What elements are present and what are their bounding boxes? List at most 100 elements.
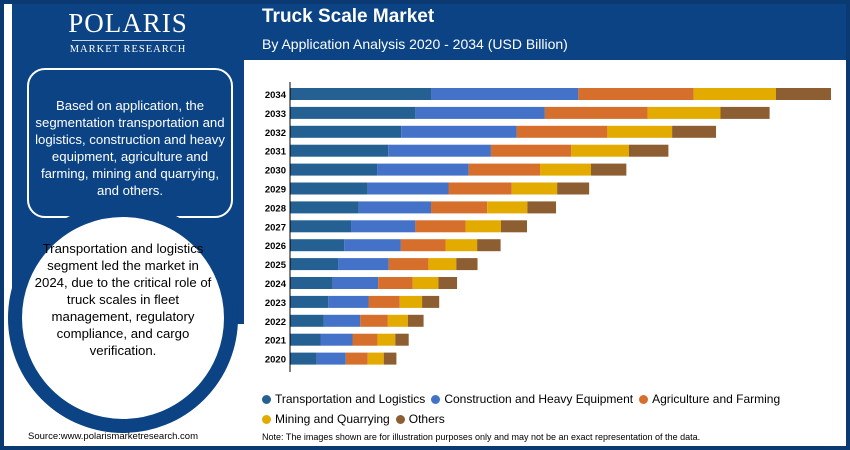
bar-segment-2030-2 [377, 163, 469, 176]
bar-segment-2034-3 [578, 88, 694, 100]
bar-segment-2021-5 [395, 333, 409, 346]
y-tick-label: 2024 [265, 279, 287, 290]
bar-segment-2031-1 [290, 144, 389, 157]
highlight-text: Transportation and logistics segment led… [34, 241, 212, 358]
bar-segment-2022-2 [323, 314, 361, 327]
bar-segment-2020-2 [316, 352, 346, 365]
legend-label: Transportation and Logistics [275, 392, 426, 406]
y-tick-label: 2021 [265, 336, 287, 347]
bar-segment-2034-2 [431, 88, 579, 100]
legend-label: Construction and Heavy Equipment [444, 392, 634, 406]
bar-segment-2029-5 [557, 182, 590, 195]
bar-segment-2026-4 [445, 239, 478, 252]
bar-segment-2023-3 [368, 295, 400, 308]
bar-segment-2026-1 [290, 239, 345, 252]
bar-segment-2022-5 [407, 314, 424, 327]
bar-segment-2021-1 [290, 333, 321, 346]
bar-segment-2033-1 [290, 106, 416, 119]
bar-segment-2023-4 [399, 295, 423, 308]
legend-item: Mining and Quarrying [262, 409, 390, 429]
legend: Transportation and Logistics Construction… [262, 389, 832, 429]
legend-dot-icon [639, 395, 649, 404]
bar-segment-2031-2 [388, 144, 491, 157]
bar-segment-2030-3 [468, 163, 541, 176]
bar-segment-2020-3 [345, 352, 368, 365]
y-tick-label: 2029 [265, 185, 286, 196]
y-tick-label: 2033 [265, 109, 286, 120]
bar-segment-2023-1 [290, 295, 329, 308]
bar-segment-2027-4 [465, 220, 501, 233]
legend-label: Mining and Quarrying [275, 412, 390, 426]
bar-segment-2026-5 [477, 239, 501, 252]
legend-dot-icon [262, 395, 271, 404]
bar-segment-2034-5 [775, 88, 831, 100]
bar-segment-2028-2 [358, 201, 432, 214]
bar-segment-2027-3 [415, 220, 466, 233]
bar-segment-2024-5 [438, 277, 458, 289]
bar-segment-2023-2 [328, 295, 369, 308]
bar-segment-2028-3 [431, 201, 488, 214]
bar-segment-2024-2 [332, 277, 379, 289]
bar-segment-2032-3 [516, 125, 608, 138]
bar-segment-2025-3 [388, 258, 429, 271]
bar-segment-2029-2 [367, 182, 449, 195]
bar-segment-2024-1 [290, 277, 333, 289]
bar-segment-2030-1 [290, 163, 378, 176]
y-tick-label: 2026 [265, 241, 286, 252]
bar-segment-2026-2 [344, 239, 401, 252]
bar-segment-2026-3 [400, 239, 446, 252]
source-text: Source:www.polarismarketresearch.com [28, 431, 199, 442]
bar-segment-2030-5 [591, 163, 627, 176]
logo-divider [72, 40, 184, 41]
bar-segment-2020-1 [290, 352, 317, 365]
y-tick-label: 2022 [265, 317, 286, 328]
y-tick-label: 2032 [265, 128, 286, 139]
legend-dot-icon [431, 395, 441, 404]
chart-title: Truck Scale Market [262, 6, 435, 27]
legend-item: Others [395, 409, 445, 429]
bar-segment-2029-3 [448, 182, 512, 195]
bar-segment-2033-5 [720, 106, 770, 119]
legend-item: Construction and Heavy Equipment [431, 389, 633, 409]
bar-segment-2028-4 [487, 201, 528, 214]
bar-segment-2029-1 [290, 182, 368, 195]
bar-segment-2027-2 [351, 220, 416, 233]
legend-dot-icon [395, 415, 405, 424]
bar-segment-2032-4 [607, 125, 673, 138]
bar-segment-2033-3 [544, 106, 648, 119]
bar-segment-2029-4 [511, 182, 558, 195]
y-tick-label: 2023 [265, 298, 286, 309]
y-tick-label: 2030 [265, 166, 286, 177]
y-tick-label: 2031 [265, 147, 287, 158]
bar-segment-2025-4 [428, 258, 457, 271]
legend-dot-icon [262, 415, 271, 424]
segmentation-box: Based on application, the segmentation t… [27, 68, 233, 218]
bar-segment-2032-2 [401, 125, 517, 138]
bar-segment-2034-4 [693, 88, 776, 100]
legend-item: Transportation and Logistics [262, 389, 425, 409]
bar-segment-2021-4 [377, 333, 396, 346]
bar-segment-2020-5 [383, 352, 397, 365]
stacked-bar-chart: 2034 2033 2032 2031 2030 2029 2028 2027 2026 2025… [265, 82, 831, 372]
note-text: Note: The images shown are for illustrat… [262, 432, 701, 442]
bar-segment-2028-5 [527, 201, 557, 214]
chart-subtitle: By Application Analysis 2020 - 2034 (USD… [262, 36, 568, 52]
bar-segment-2021-2 [320, 333, 353, 346]
bar-segment-2033-4 [647, 106, 721, 119]
logo-name: POLARIS [68, 8, 188, 38]
bar-segment-2031-3 [490, 144, 572, 157]
bar-segment-2022-4 [387, 314, 408, 327]
y-tick-label: 2020 [265, 355, 286, 366]
legend-item: Agriculture and Farming [639, 389, 780, 409]
title-band [244, 4, 846, 60]
y-tick-label: 2025 [265, 260, 287, 271]
legend-label: Agriculture and Farming [652, 392, 781, 406]
bar-segment-2021-3 [352, 333, 378, 346]
bar-segment-2027-1 [290, 220, 352, 233]
legend-label: Others [408, 412, 445, 426]
y-tick-label: 2034 [265, 90, 287, 101]
bar-segment-2031-5 [628, 144, 669, 157]
bar-segment-2025-1 [290, 258, 339, 271]
bar-segment-2024-4 [412, 277, 439, 289]
bar-segment-2027-5 [500, 220, 528, 233]
